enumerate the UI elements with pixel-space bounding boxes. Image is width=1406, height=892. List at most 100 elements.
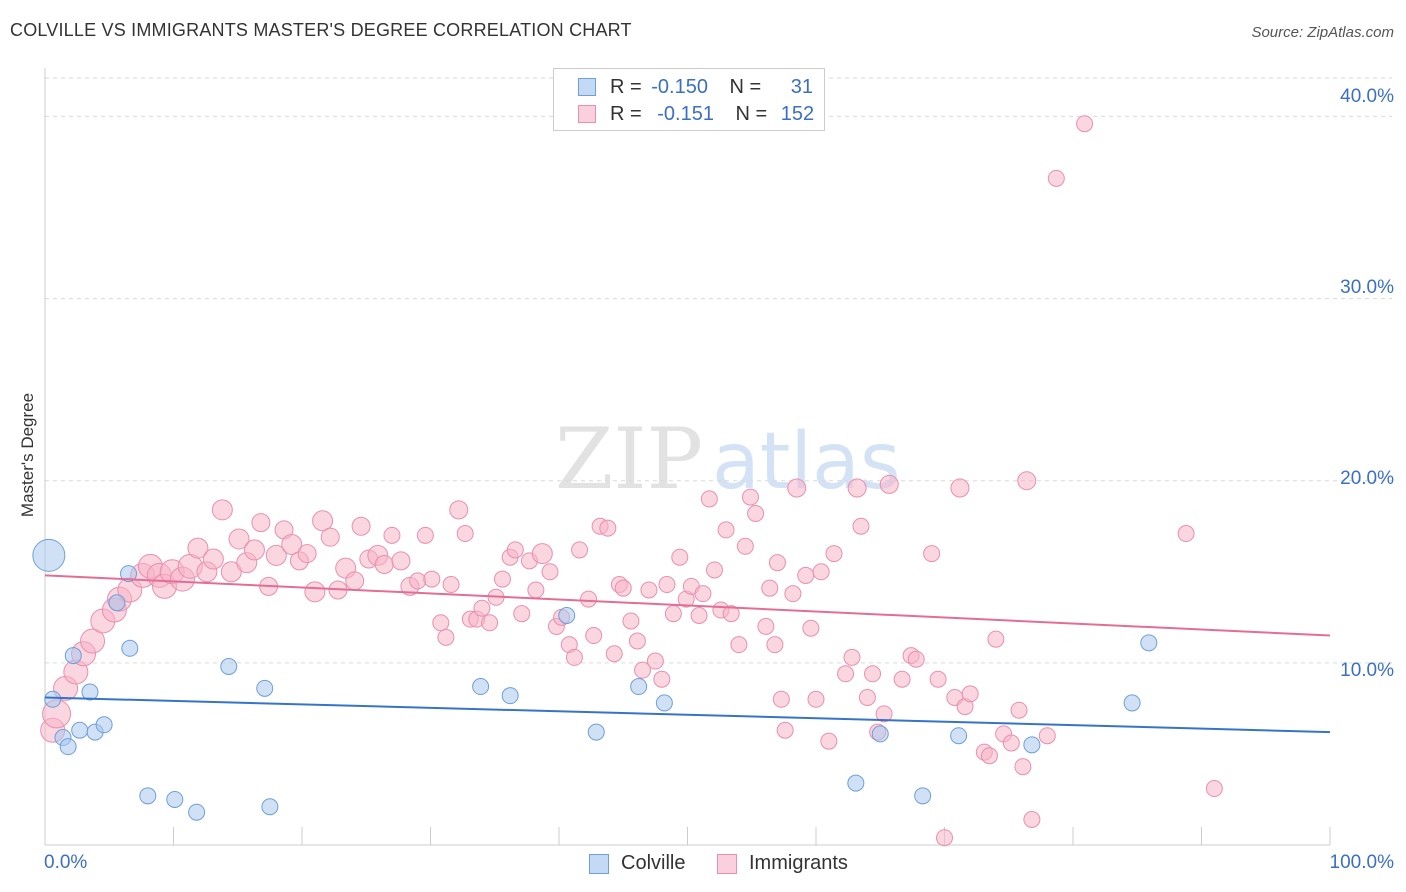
immigrants-point: [875, 705, 893, 723]
colville-point: [501, 687, 519, 705]
colville-point: [120, 565, 138, 583]
immigrants-point: [768, 554, 786, 572]
immigrants-point: [772, 690, 790, 708]
immigrants-point: [391, 551, 411, 571]
immigrants-point: [705, 561, 723, 579]
immigrants-point: [456, 525, 474, 543]
colville-point: [121, 639, 139, 657]
immigrants-point: [825, 545, 843, 563]
immigrants-point: [628, 632, 646, 650]
colville-point: [256, 679, 274, 697]
colville-point: [472, 678, 490, 696]
immigrants-point: [700, 490, 718, 508]
colville-point: [44, 690, 62, 708]
immigrants-point: [784, 585, 802, 603]
immigrants-point: [1038, 727, 1056, 745]
immigrants-point: [220, 561, 242, 583]
immigrants-trend-line: [44, 574, 1331, 637]
immigrants-point: [473, 599, 491, 617]
immigrants-point: [580, 590, 598, 608]
immigrants-point: [1017, 471, 1037, 491]
y-tick-10: 10.0%: [1340, 660, 1394, 681]
immigrants-point: [858, 688, 876, 706]
immigrants-point: [837, 665, 855, 683]
immigrants-point: [802, 619, 820, 637]
immigrants-point: [409, 572, 427, 590]
immigrants-point: [653, 670, 671, 688]
colville-point: [108, 594, 126, 612]
r-label: R =: [610, 76, 642, 98]
colville-point: [587, 723, 605, 741]
immigrants-point: [605, 645, 623, 663]
colville-swatch: [578, 78, 596, 96]
colville-point: [188, 803, 206, 821]
colville-point: [558, 607, 576, 624]
immigrants-point: [383, 526, 401, 544]
immigrants-point: [432, 614, 450, 632]
immigrants-point: [987, 630, 1005, 648]
colville-point: [220, 658, 238, 675]
n-label: N =: [729, 76, 762, 98]
colville-point: [630, 678, 648, 696]
immigrants-point: [797, 566, 815, 584]
immigrants-point: [297, 544, 317, 564]
immigrants-point: [1076, 115, 1094, 133]
immigrants-point: [228, 528, 250, 550]
immigrants-point: [961, 685, 979, 703]
x-tick-max: 100.0%: [1329, 852, 1394, 873]
y-tick-30: 30.0%: [1340, 277, 1394, 298]
colville-point: [655, 694, 673, 712]
colville-point: [166, 790, 184, 808]
immigrants-point: [211, 499, 233, 521]
colville-points: [32, 538, 1158, 821]
immigrants-point: [1002, 734, 1020, 752]
immigrants-point: [787, 478, 807, 498]
immigrants-point: [757, 617, 775, 635]
immigrants-point: [622, 612, 640, 630]
chart-source: Source: ZipAtlas.com: [1251, 24, 1394, 41]
immigrants-point: [907, 650, 925, 668]
legend-label-colville: Colville: [621, 852, 686, 874]
immigrants-point: [243, 539, 265, 561]
immigrants-point: [251, 513, 271, 533]
n-value-colville: 31: [790, 76, 814, 98]
immigrants-point: [1014, 758, 1032, 776]
immigrants-point: [929, 670, 947, 688]
immigrants-point: [658, 576, 676, 594]
colville-point: [71, 721, 89, 739]
immigrants-point: [345, 571, 365, 591]
immigrants-point: [265, 544, 287, 566]
immigrants-point: [493, 570, 511, 588]
immigrants-point: [281, 533, 303, 555]
immigrants-point: [187, 537, 209, 559]
immigrants-point: [741, 488, 759, 506]
legend-label-immigrants: Immigrants: [749, 852, 848, 874]
immigrants-point: [513, 605, 531, 623]
immigrants-point: [506, 541, 524, 559]
trend-lines: [44, 574, 1331, 734]
colville-point: [914, 787, 932, 805]
immigrants-point: [694, 585, 712, 603]
colville-point: [139, 787, 157, 805]
immigrants-point: [812, 563, 830, 581]
immigrants-point: [893, 670, 911, 688]
immigrants-point: [852, 517, 870, 535]
colville-point: [1140, 634, 1158, 652]
immigrants-point: [807, 690, 825, 708]
colville-legend-swatch: [589, 854, 609, 874]
immigrants-point: [717, 521, 735, 539]
immigrants-point: [864, 665, 882, 683]
immigrants-point: [442, 576, 460, 594]
immigrants-point: [847, 478, 867, 498]
immigrants-point: [437, 628, 455, 646]
y-tick-20: 20.0%: [1340, 468, 1394, 489]
immigrants-point: [646, 652, 664, 670]
colville-trend-line: [44, 696, 1331, 734]
immigrants-point: [304, 581, 326, 603]
immigrants-point: [766, 636, 784, 654]
immigrants-point: [320, 527, 340, 547]
colville-point: [871, 725, 889, 743]
immigrants-point: [351, 516, 371, 536]
immigrants-point: [599, 519, 617, 537]
